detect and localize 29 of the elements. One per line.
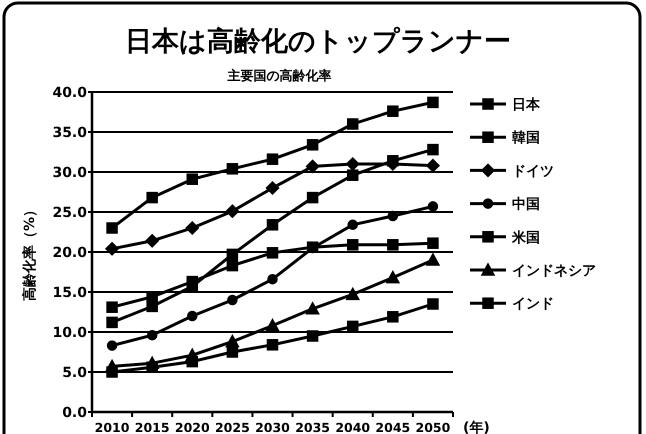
y-tick-label: 35.0 <box>52 125 88 141</box>
legend-label: 中国 <box>512 196 540 213</box>
y-tick-label: 30.0 <box>52 165 88 181</box>
x-tick-label: 2030 <box>255 420 290 434</box>
x-tick-label: 2015 <box>134 420 170 434</box>
legend-label: 韓国 <box>512 130 540 146</box>
x-tick-label: 2010 <box>94 420 130 434</box>
x-tick-label: 2045 <box>375 420 410 434</box>
legend-label: インドネシア <box>512 263 596 279</box>
legend-label: インド <box>512 296 554 312</box>
x-tick-label: 2020 <box>174 420 210 434</box>
legend-label: 米国 <box>511 230 540 246</box>
y-axis-title: 高齢化率（%） <box>21 202 38 302</box>
y-tick-label: 40.0 <box>52 85 88 101</box>
y-tick-label: 0.0 <box>62 405 88 421</box>
x-tick-label: 2050 <box>416 420 451 434</box>
y-tick-label: 25.0 <box>52 205 88 221</box>
y-tick-label: 20.0 <box>52 245 88 261</box>
chart-subtitle: 主要国の高齢化率 <box>226 68 332 84</box>
y-tick-label: 15.0 <box>52 285 88 301</box>
legend-label: ドイツ <box>512 163 554 180</box>
x-tick-label: 2025 <box>214 420 250 434</box>
y-tick-label: 10.0 <box>52 325 88 341</box>
y-tick-label: 5.0 <box>62 365 88 381</box>
x-axis-title: (年) <box>463 420 490 434</box>
chart-title: 日本は高齢化のトップランナー <box>125 26 511 57</box>
x-tick-label: 2035 <box>295 420 330 434</box>
x-tick-label: 2040 <box>335 420 370 434</box>
legend-label: 日本 <box>512 97 541 113</box>
